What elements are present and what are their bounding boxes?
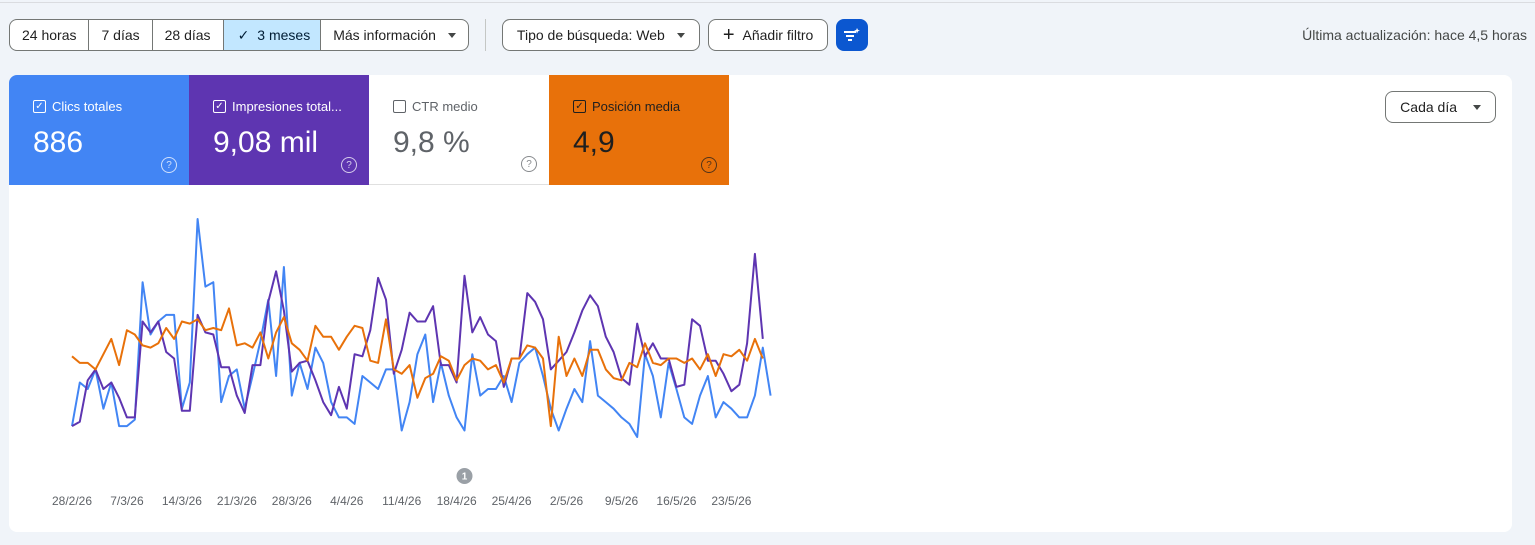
x-tick-label: 16/5/26 xyxy=(656,494,696,508)
x-tick-label: 23/5/26 xyxy=(711,494,751,508)
help-icon[interactable]: ? xyxy=(161,157,177,173)
search-type-label: Tipo de búsqueda: Web xyxy=(516,27,665,43)
x-tick-label: 4/4/26 xyxy=(330,494,364,508)
x-tick-label: 7/3/26 xyxy=(110,494,144,508)
metric-impressions-tile[interactable]: ✓ Impresiones total... 9,08 mil ? xyxy=(189,75,369,185)
help-icon[interactable]: ? xyxy=(341,157,357,173)
top-divider xyxy=(0,0,1535,3)
metric-ctr-label: CTR medio xyxy=(412,99,478,114)
range-7d-button[interactable]: 7 días xyxy=(89,20,153,50)
check-icon: ✓ xyxy=(237,26,250,43)
x-tick-label: 14/3/26 xyxy=(162,494,202,508)
x-tick-label: 21/3/26 xyxy=(217,494,257,508)
checkbox-checked-icon[interactable]: ✓ xyxy=(573,100,586,113)
x-tick-label: 18/4/26 xyxy=(437,494,477,508)
more-info-dropdown[interactable]: Más información xyxy=(321,20,468,50)
x-tick-label: 11/4/26 xyxy=(382,494,421,508)
range-28d-button[interactable]: 28 días xyxy=(153,20,224,50)
chevron-down-icon xyxy=(447,32,456,38)
metric-clicks-value: 886 xyxy=(33,126,84,159)
series-line-0 xyxy=(71,218,772,438)
performance-card: ✓ Clics totales 886 ? ✓ Impresiones total.… xyxy=(9,75,1512,532)
date-range-selector: 24 horas 7 días 28 días ✓ 3 meses Más in… xyxy=(9,19,469,51)
metric-position-tile[interactable]: ✓ Posición media 4,9 ? xyxy=(549,75,729,185)
annotation-marker[interactable]: 1 xyxy=(456,468,473,484)
metric-impressions-value: 9,08 mil xyxy=(213,126,319,159)
help-icon[interactable]: ? xyxy=(701,157,717,173)
date-toolbar: 24 horas 7 días 28 días ✓ 3 meses Más in… xyxy=(9,19,869,51)
metric-position-value: 4,9 xyxy=(573,126,615,159)
filter-settings-button[interactable] xyxy=(836,19,869,51)
checkbox-checked-icon[interactable]: ✓ xyxy=(33,100,46,113)
series-line-2 xyxy=(71,307,764,428)
metric-clicks-tile[interactable]: ✓ Clics totales 886 ? xyxy=(9,75,189,185)
granularity-label: Cada día xyxy=(1400,99,1457,115)
metric-ctr-value: 9,8 % xyxy=(393,126,470,159)
range-24h-button[interactable]: 24 horas xyxy=(10,20,90,50)
last-update-text: Última actualización: hace 4,5 horas xyxy=(1302,27,1527,43)
granularity-dropdown[interactable]: Cada día xyxy=(1385,91,1496,123)
metric-ctr-tile[interactable]: CTR medio 9,8 % ? xyxy=(369,75,549,185)
search-type-dropdown[interactable]: Tipo de búsqueda: Web xyxy=(501,19,700,51)
help-icon[interactable]: ? xyxy=(521,156,537,172)
metric-position-label: Posición media xyxy=(592,99,681,114)
chevron-down-icon xyxy=(1473,104,1481,110)
x-tick-label: 2/5/26 xyxy=(550,494,584,508)
metric-clicks-label: Clics totales xyxy=(52,99,123,114)
plus-icon: + xyxy=(722,24,735,46)
x-tick-label: 28/3/26 xyxy=(272,494,312,508)
metric-impressions-label: Impresiones total... xyxy=(232,99,342,114)
range-3m-button[interactable]: ✓ 3 meses xyxy=(223,20,322,50)
performance-chart: 1 28/2/26 7/3/26 14/3/26 21/3/26 28/3/26 4/4/2… xyxy=(52,218,772,508)
range-3m-label: 3 meses xyxy=(257,27,311,43)
toolbar-divider xyxy=(484,19,486,51)
x-tick-label: 9/5/26 xyxy=(605,494,639,508)
filter-settings-icon xyxy=(844,28,861,41)
more-info-label: Más información xyxy=(333,27,436,43)
x-tick-label: 25/4/26 xyxy=(492,494,532,508)
add-filter-button[interactable]: + Añadir filtro xyxy=(707,19,829,51)
x-tick-label: 28/2/26 xyxy=(52,494,92,508)
checkbox-checked-icon[interactable]: ✓ xyxy=(213,100,226,113)
chevron-down-icon xyxy=(676,32,685,38)
annotation-label: 1 xyxy=(462,472,468,483)
add-filter-label: Añadir filtro xyxy=(742,27,814,43)
checkbox-unchecked-icon[interactable] xyxy=(393,100,406,113)
